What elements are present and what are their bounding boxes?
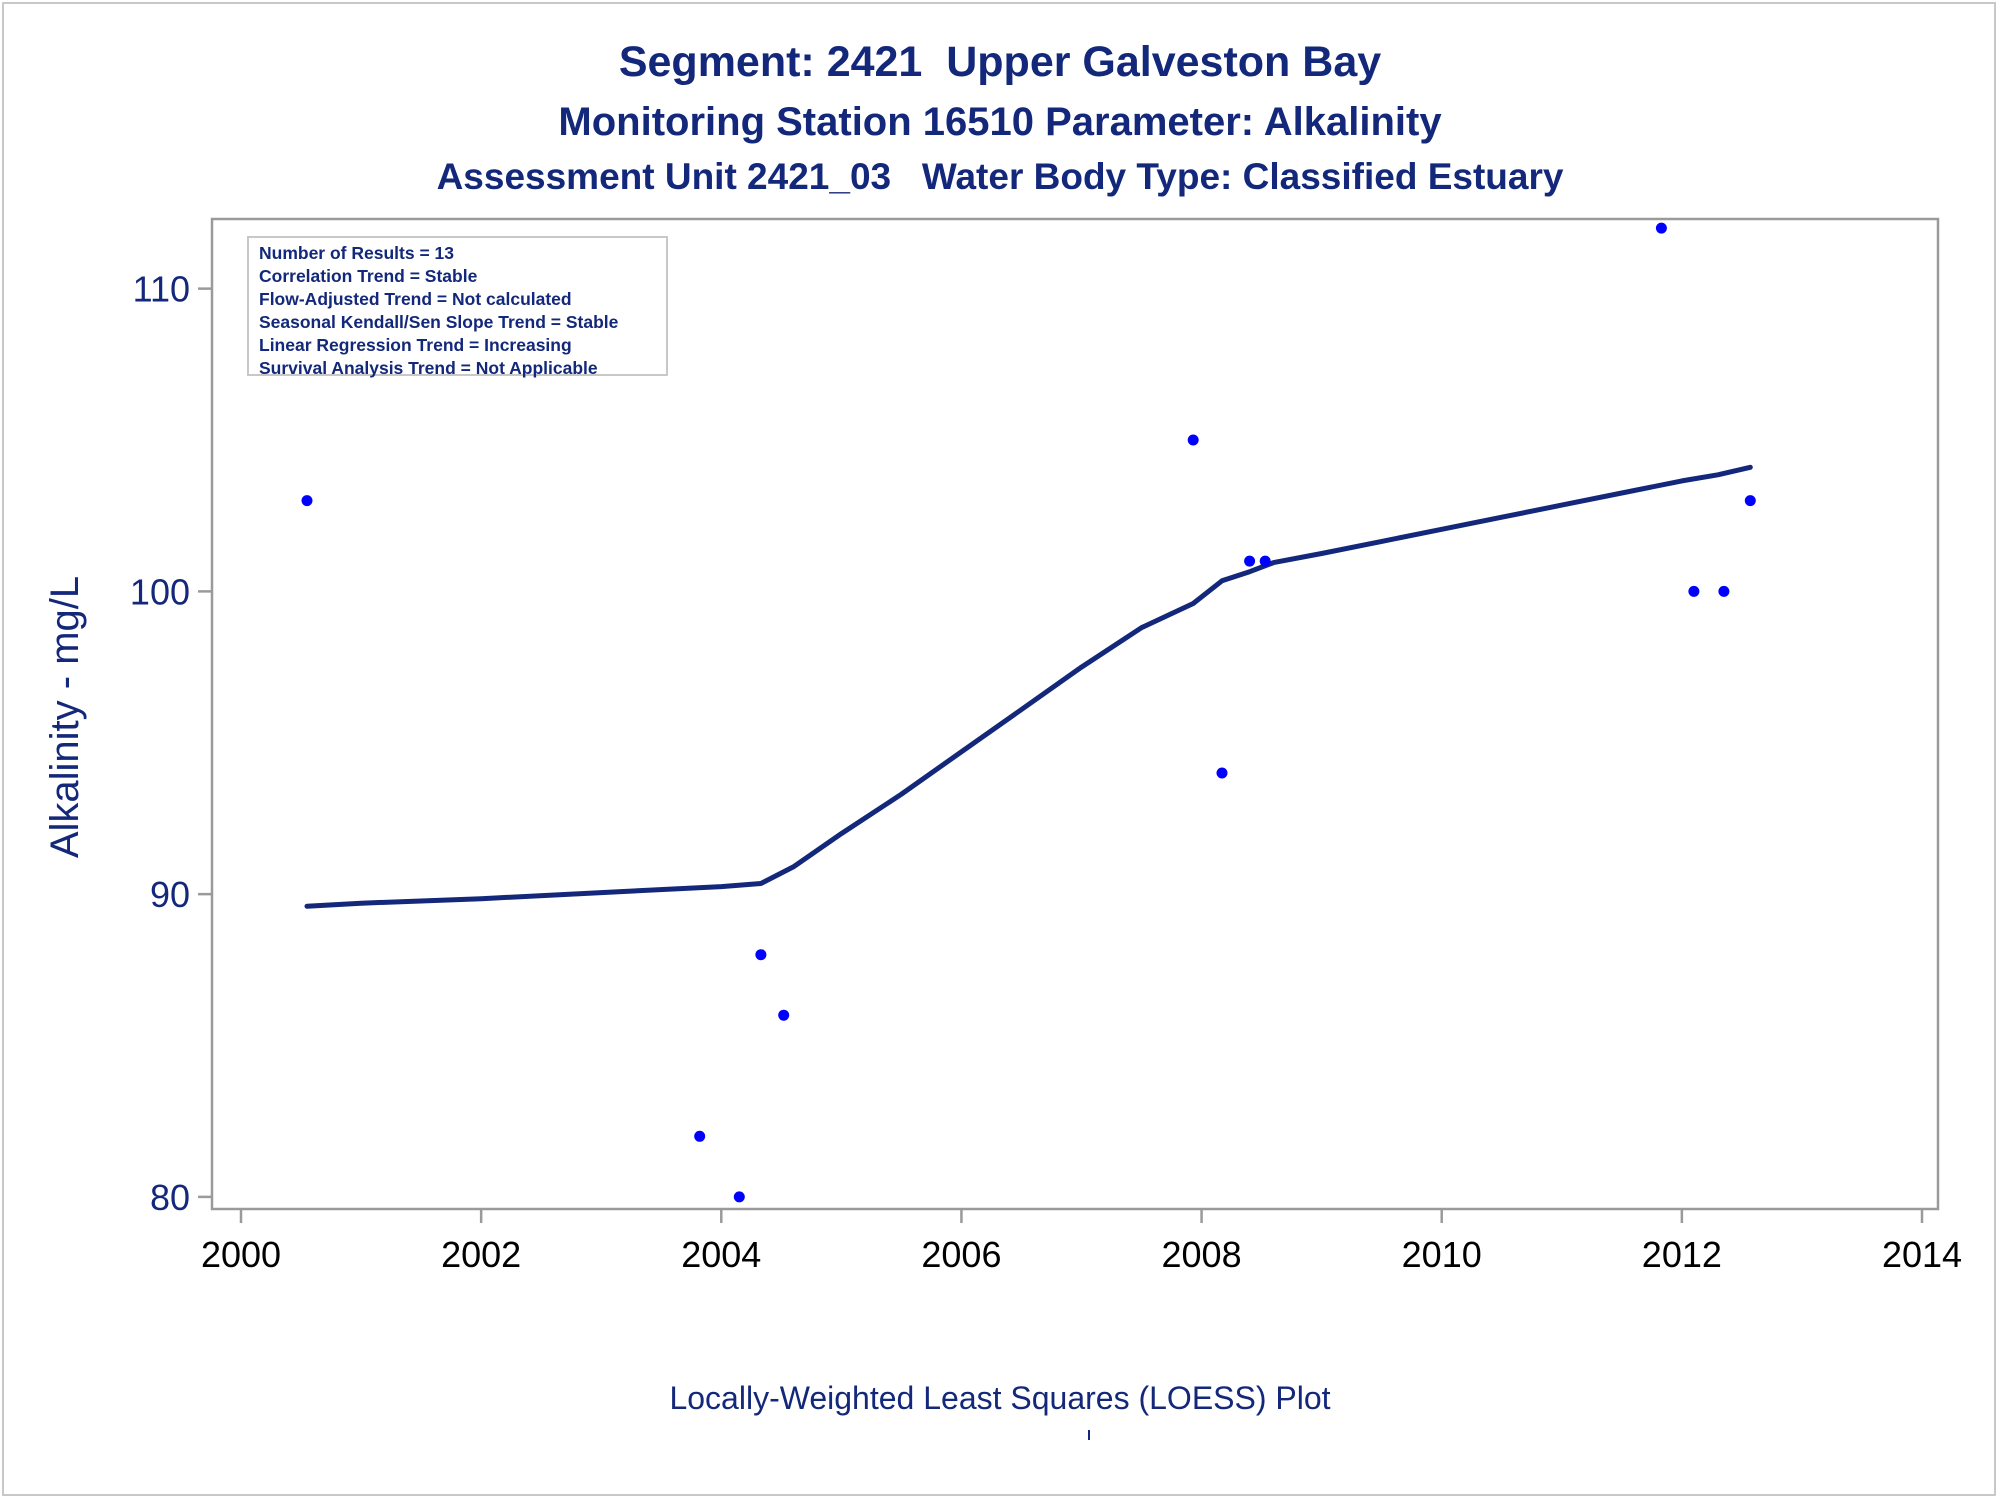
trend-stats-box: Number of Results = 13 Correlation Trend…	[247, 236, 668, 378]
x-tick-label: 2014	[1882, 1234, 1962, 1275]
data-point	[733, 1191, 745, 1203]
data-point	[1187, 434, 1199, 446]
chart-title: Segment: 2421 Upper Galveston Bay	[618, 38, 1382, 86]
y-axis: 80 90 100 110	[130, 269, 212, 1218]
plot-series	[301, 222, 1756, 1203]
data-point	[1718, 585, 1730, 597]
x-tick-label: 2000	[201, 1234, 281, 1275]
y-tick-label: 90	[150, 874, 190, 915]
stat-flow-adjusted-trend: Flow-Adjusted Trend = Not calculated	[259, 289, 572, 309]
y-tick-label: 100	[130, 571, 190, 612]
data-point	[1216, 767, 1228, 779]
data-point	[301, 495, 313, 507]
x-tick-label: 2004	[681, 1234, 761, 1275]
y-tick-label: 110	[133, 269, 190, 310]
data-point	[1655, 222, 1667, 234]
footnote-mark	[1088, 1430, 1090, 1440]
data-point	[778, 1009, 790, 1021]
data-point	[755, 949, 767, 961]
stat-number-of-results: Number of Results = 13	[259, 243, 454, 263]
x-axis: 2000 2002 2004 2006 2008 2010 2012 2014	[201, 1209, 1962, 1275]
stat-seasonal-kendall-trend: Seasonal Kendall/Sen Slope Trend = Stabl…	[259, 312, 619, 332]
data-point	[1744, 495, 1756, 507]
y-tick-label: 80	[150, 1177, 190, 1218]
x-tick-label: 2002	[441, 1234, 521, 1275]
plot-area	[210, 217, 1940, 1211]
data-point	[694, 1130, 706, 1142]
x-tick-label: 2006	[921, 1234, 1001, 1275]
data-point	[1244, 555, 1256, 567]
chart-footnote: Locally-Weighted Least Squares (LOESS) P…	[669, 1380, 1331, 1416]
chart-subtitle-2: Assessment Unit 2421_03 Water Body Type:…	[436, 156, 1564, 197]
x-tick-label: 2008	[1162, 1234, 1242, 1275]
stat-correlation-trend: Correlation Trend = Stable	[259, 266, 478, 286]
x-tick-label: 2010	[1402, 1234, 1482, 1275]
x-tick-label: 2012	[1642, 1234, 1722, 1275]
data-point	[1688, 585, 1700, 597]
loess-line	[304, 464, 1753, 909]
y-axis-label: Alkalinity - mg/L	[43, 576, 87, 858]
chart-subtitle: Monitoring Station 16510 Parameter: Alka…	[558, 100, 1442, 144]
stat-linear-regression-trend: Linear Regression Trend = Increasing	[259, 335, 572, 355]
stat-survival-analysis-trend: Survival Analysis Trend = Not Applicable	[259, 358, 598, 378]
data-point	[1259, 555, 1271, 567]
